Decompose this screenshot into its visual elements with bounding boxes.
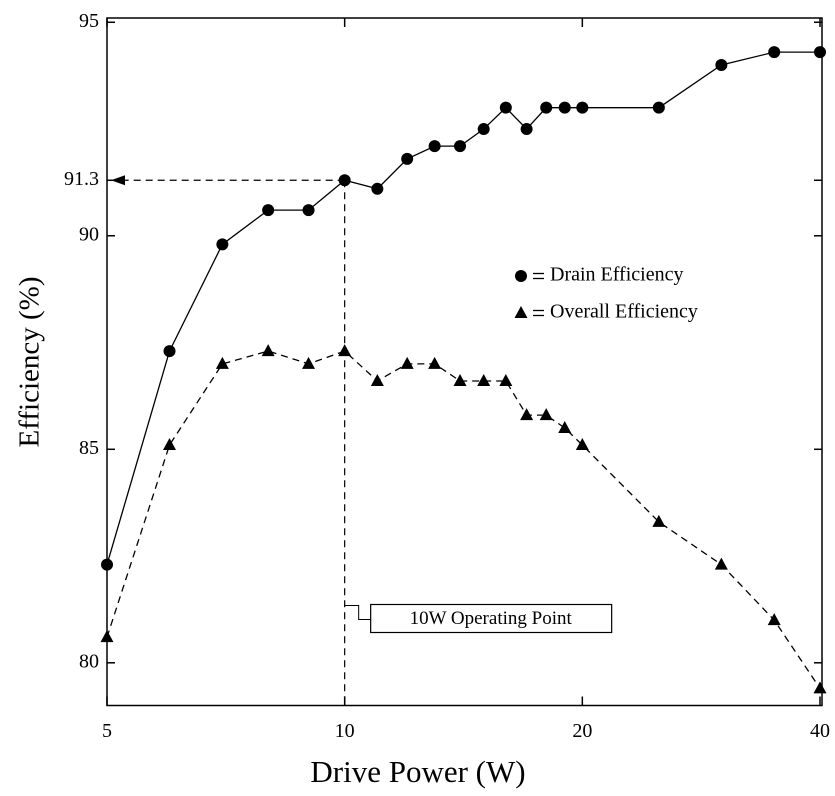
- y-tick-label: 90: [79, 223, 99, 245]
- data-point: [338, 344, 352, 357]
- data-point: [400, 356, 414, 369]
- y-tick-label: 80: [79, 650, 99, 672]
- legend-marker: [515, 270, 527, 282]
- data-point: [767, 613, 781, 626]
- series-line: [106, 51, 820, 565]
- annotation: 10W Operating Point: [410, 608, 573, 629]
- data-point: [558, 420, 572, 433]
- data-point: [520, 408, 534, 421]
- data-point: [814, 46, 826, 59]
- y-tick-label: 95: [79, 10, 99, 32]
- data-point: [454, 140, 467, 153]
- legend-marker: [514, 306, 528, 318]
- data-point: [428, 140, 441, 153]
- x-axis-label: Drive Power (W): [310, 754, 525, 789]
- data-point: [215, 356, 229, 369]
- x-tick-label: 40: [810, 720, 830, 742]
- x-tick-label: 10: [335, 720, 355, 742]
- data-point: [499, 373, 513, 386]
- data-point: [558, 101, 571, 114]
- series-line: [106, 350, 821, 689]
- data-point: [768, 46, 781, 59]
- data-point: [302, 356, 316, 369]
- data-point: [371, 182, 384, 195]
- data-point: [652, 101, 665, 114]
- guide-arrow: [111, 175, 125, 186]
- data-point: [100, 630, 114, 643]
- y-tick-label: 91.3: [64, 168, 99, 190]
- data-point: [338, 174, 351, 187]
- data-point: [477, 373, 491, 386]
- annotation-box: [370, 603, 613, 634]
- legend-label: Overall Efficiency: [550, 301, 698, 323]
- data-point: [477, 123, 490, 136]
- y-axis-label: Efficiency (%): [14, 277, 46, 448]
- data-point: [714, 557, 728, 570]
- data-point: [520, 123, 533, 136]
- data-point: [428, 356, 442, 369]
- data-point: [370, 373, 384, 386]
- data-point: [163, 438, 177, 451]
- data-point: [453, 373, 467, 386]
- data-point: [813, 681, 827, 694]
- data-point: [575, 438, 589, 451]
- data-point: [499, 101, 512, 114]
- data-point: [540, 101, 553, 114]
- data-point: [262, 204, 275, 217]
- y-tick-label: 85: [79, 437, 99, 459]
- x-tick-label: 5: [102, 720, 112, 742]
- data-point: [576, 101, 589, 114]
- data-point: [261, 344, 275, 357]
- data-point: [302, 204, 315, 217]
- data-point: [163, 345, 176, 358]
- data-point: [101, 558, 113, 571]
- x-tick-label: 20: [572, 720, 592, 742]
- legend-label: Drain Efficiency: [550, 264, 683, 286]
- annotation-connector: [344, 605, 371, 620]
- data-point: [652, 514, 666, 527]
- data-point: [539, 408, 553, 421]
- data-point: [216, 238, 229, 251]
- data-point: [401, 152, 414, 165]
- plot-frame: [106, 17, 823, 707]
- data-point: [715, 58, 728, 71]
